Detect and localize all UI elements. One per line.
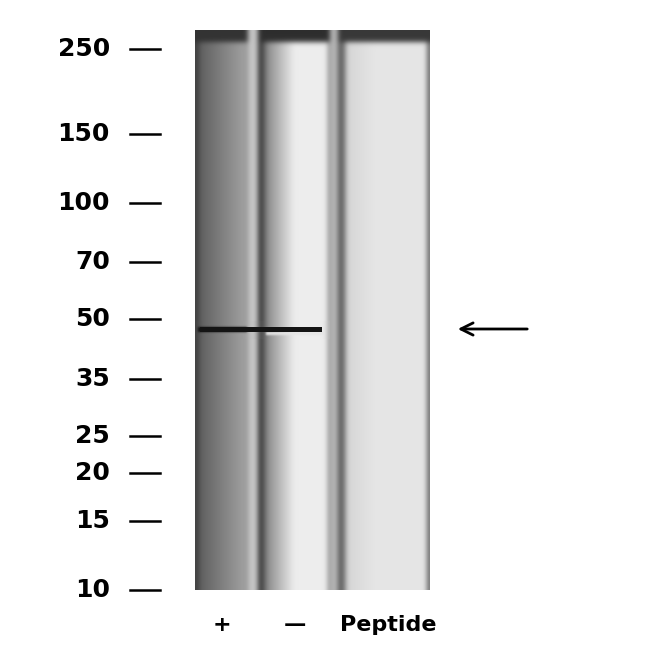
- Text: —: —: [284, 615, 306, 635]
- Text: 25: 25: [75, 424, 110, 448]
- Text: 50: 50: [75, 307, 110, 331]
- Text: 250: 250: [58, 37, 110, 61]
- Text: 100: 100: [57, 191, 110, 215]
- Text: 150: 150: [58, 122, 110, 146]
- Text: 15: 15: [75, 509, 110, 533]
- Text: 20: 20: [75, 461, 110, 485]
- Text: +: +: [213, 615, 231, 635]
- Text: Peptide: Peptide: [340, 615, 436, 635]
- Text: 35: 35: [75, 367, 110, 391]
- Text: 70: 70: [75, 250, 110, 274]
- Text: 10: 10: [75, 578, 110, 602]
